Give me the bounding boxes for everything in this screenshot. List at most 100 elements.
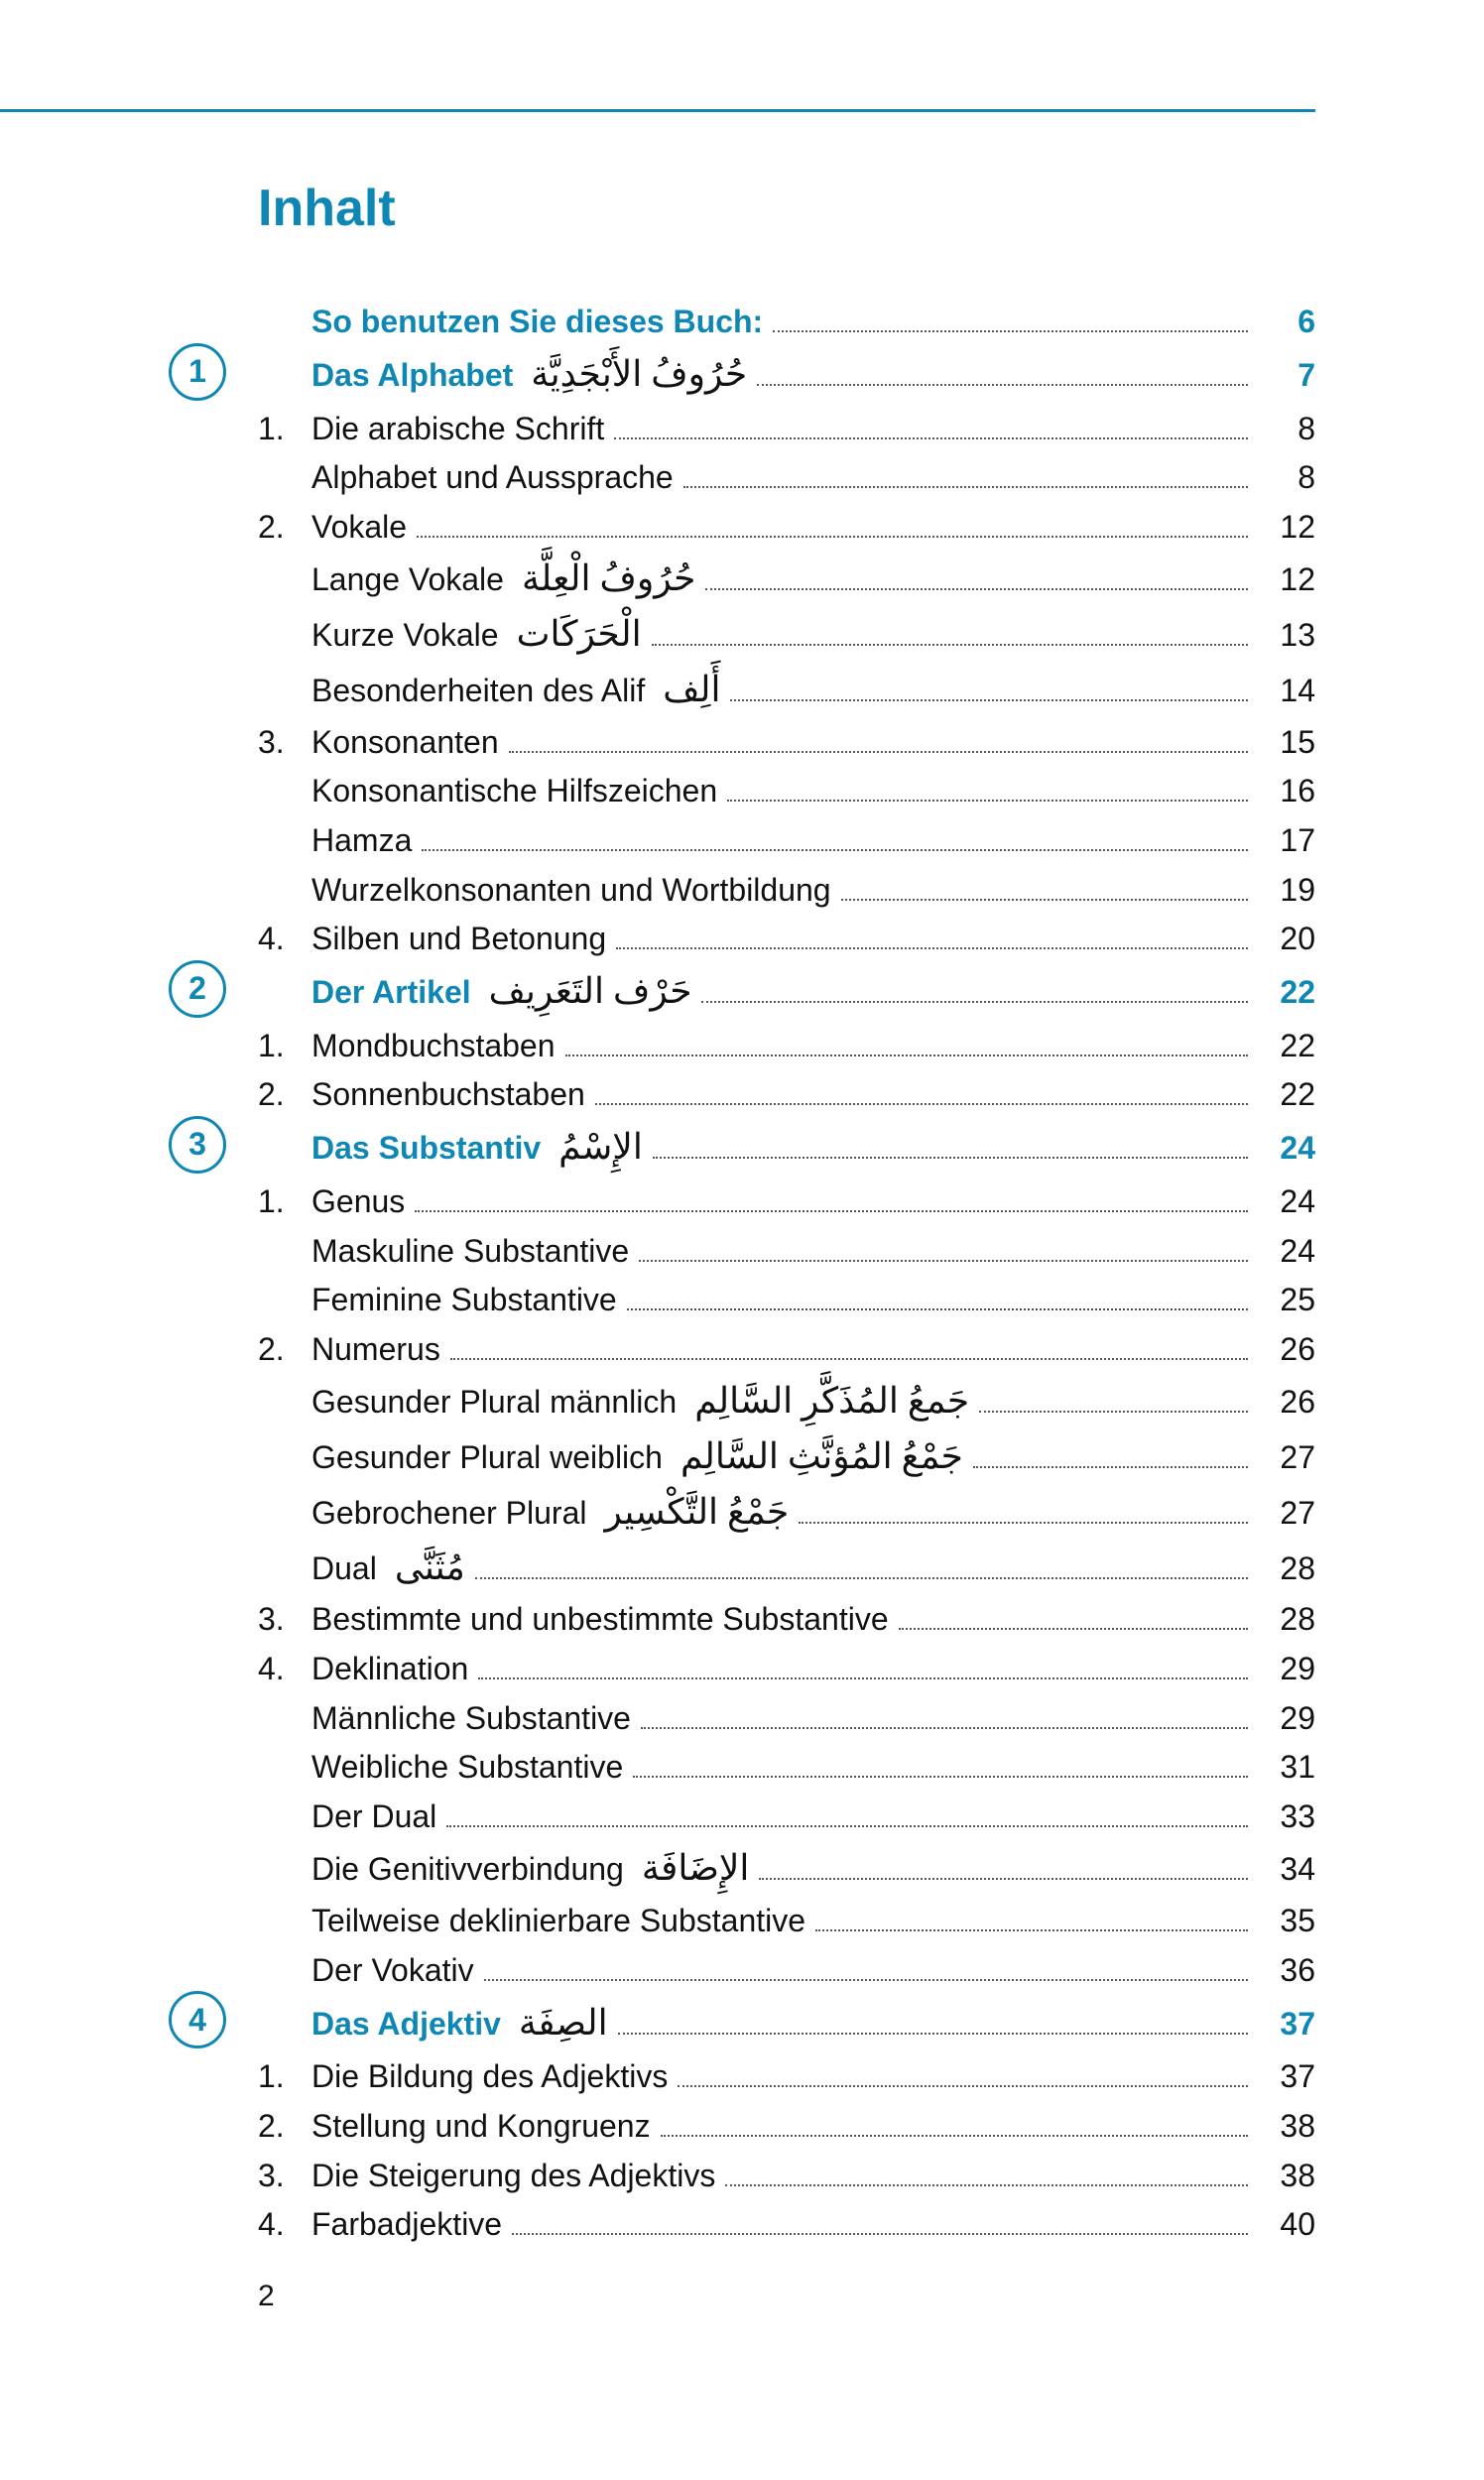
toc-entry-row: Männliche Substantive29 [169, 1694, 1315, 1744]
toc-body: So benutzen Sie dieses Buch:61Das Alphab… [169, 298, 1315, 2250]
entry-label: Mondbuchstaben [311, 1022, 556, 1071]
toc-heading-row: 4Das Adjektivالصِفَة37 [169, 1995, 1315, 2052]
entry-arabic: جَمعُ المُذَكَّرِ السَّالِم [694, 1374, 969, 1429]
entry-label: Der Vokativ [311, 1946, 474, 1996]
entry-label: Weibliche Substantive [311, 1743, 623, 1793]
dot-leader [653, 1157, 1248, 1159]
dot-leader [678, 2085, 1248, 2087]
entry-label: Die arabische Schrift [311, 405, 604, 454]
toc-entry-row: 1.Mondbuchstaben 22 [169, 1022, 1315, 1071]
chapter-badge: 4 [169, 1991, 226, 2048]
toc-entry-row: Besonderheiten des Alifأَلِف14 [169, 663, 1315, 718]
entry-label: Bestimmte und unbestimmte Substantive [311, 1595, 889, 1645]
entry-page: 35 [1256, 1897, 1315, 1946]
toc-entry-row: Alphabet und Aussprache 8 [169, 453, 1315, 503]
entry-page: 34 [1256, 1845, 1315, 1895]
entry-page: 40 [1256, 2200, 1315, 2250]
entry-label: Das Substantiv [311, 1124, 541, 1174]
toc-heading-row: 2Der Artikelحَرْف التَعَرِيف22 [169, 964, 1315, 1022]
dot-leader [973, 1466, 1248, 1468]
entry-number: 2. [258, 1070, 311, 1120]
dot-leader [618, 2033, 1248, 2035]
entry-number: 4. [258, 1645, 311, 1694]
toc-entry-row: Der Dual 33 [169, 1793, 1315, 1842]
toc-entry-row: 4.Silben und Betonung20 [169, 915, 1315, 964]
entry-label: Männliche Substantive [311, 1694, 631, 1744]
entry-label: Numerus [311, 1325, 440, 1375]
entry-label: Besonderheiten des Alif [311, 667, 645, 716]
entry-page: 22 [1256, 1022, 1315, 1071]
entry-page: 24 [1256, 1124, 1315, 1174]
entry-arabic: أَلِف [663, 663, 720, 718]
entry-page: 15 [1256, 718, 1315, 768]
entry-label: Alphabet und Aussprache [311, 453, 674, 503]
dot-leader [841, 899, 1248, 901]
entry-label: Deklination [311, 1645, 468, 1694]
entry-number: 2. [258, 2102, 311, 2152]
toc-entry-row: 3.Konsonanten15 [169, 718, 1315, 768]
entry-arabic: الإِضَافَة [642, 1841, 750, 1897]
entry-label: Dual [311, 1545, 377, 1594]
entry-label: Vokale [311, 503, 407, 553]
entry-page: 12 [1256, 503, 1315, 553]
entry-label: Sonnenbuchstaben [311, 1070, 585, 1120]
dot-leader [899, 1628, 1248, 1630]
dot-leader [773, 330, 1248, 332]
dot-leader [614, 437, 1248, 439]
entry-label: Das Adjektiv [311, 2000, 501, 2049]
entry-page: 24 [1256, 1227, 1315, 1277]
entry-number: 3. [258, 718, 311, 768]
toc-entry-row: Lange Vokaleحُرُوفُ الْعِلَّة12 [169, 552, 1315, 607]
entry-arabic: الصِفَة [519, 1996, 608, 2051]
toc-entry-row: 4.Deklination29 [169, 1645, 1315, 1694]
toc-entry-row: 1.Die arabische Schrift8 [169, 405, 1315, 454]
entry-label: Kurze Vokale [311, 611, 499, 661]
toc-heading-row: 3Das Substantivالإِسْمُ24 [169, 1120, 1315, 1178]
chapter-badge: 3 [169, 1116, 226, 1174]
entry-arabic: جَمْعُ المُؤنَّثِ السَّالِم [680, 1429, 963, 1485]
entry-page: 28 [1256, 1595, 1315, 1645]
dot-leader [509, 751, 1248, 753]
dot-leader [730, 699, 1248, 701]
entry-label: Der Dual [311, 1793, 436, 1842]
entry-page: 25 [1256, 1276, 1315, 1325]
entry-label: Wurzelkonsonanten und Wortbildung [311, 866, 831, 916]
dot-leader [701, 1001, 1248, 1003]
toc-entry-row: Die Genitivverbindungالإِضَافَة34 [169, 1841, 1315, 1897]
entry-label: Genus [311, 1178, 405, 1227]
chapter-badge-col: 4 [169, 1991, 258, 2048]
entry-number: 2. [258, 1325, 311, 1375]
entry-page: 8 [1256, 405, 1315, 454]
entry-arabic: جَمْعُ التَّكْسِير [604, 1485, 789, 1541]
top-rule [0, 109, 1315, 112]
entry-label: Die Steigerung des Adjektivs [311, 2152, 715, 2201]
entry-page: 7 [1256, 351, 1315, 401]
entry-number: 3. [258, 2152, 311, 2201]
entry-page: 33 [1256, 1793, 1315, 1842]
entry-page: 8 [1256, 453, 1315, 503]
entry-page: 38 [1256, 2152, 1315, 2201]
entry-number: 1. [258, 1022, 311, 1071]
chapter-badge-col: 2 [169, 960, 258, 1018]
toc-entry-row: Konsonantische Hilfszeichen16 [169, 767, 1315, 816]
dot-leader [979, 1411, 1248, 1413]
dot-leader [512, 2233, 1248, 2235]
entry-label: Gesunder Plural weiblich [311, 1433, 663, 1483]
dot-leader [595, 1103, 1248, 1105]
dot-leader [815, 1929, 1248, 1931]
dot-leader [652, 644, 1248, 646]
entry-label: Feminine Substantive [311, 1276, 617, 1325]
entry-label: Maskuline Substantive [311, 1227, 629, 1277]
dot-leader [725, 2184, 1248, 2186]
entry-arabic: مُثَنَّى [395, 1541, 465, 1596]
toc-entry-row: 3.Die Steigerung des Adjektivs 38 [169, 2152, 1315, 2201]
entry-label: Konsonantische Hilfszeichen [311, 767, 717, 816]
toc-entry-row: Gesunder Plural weiblich جَمْعُ المُؤنَّث… [169, 1429, 1315, 1485]
entry-page: 28 [1256, 1545, 1315, 1594]
entry-arabic: حُرُوفُ الأَبْجَدِيَّة [531, 347, 747, 403]
dot-leader [475, 1577, 1248, 1579]
entry-number: 4. [258, 915, 311, 964]
toc-page: Inhalt So benutzen Sie dieses Buch:61Das… [0, 0, 1484, 2373]
entry-page: 13 [1256, 611, 1315, 661]
dot-leader [415, 1210, 1248, 1212]
